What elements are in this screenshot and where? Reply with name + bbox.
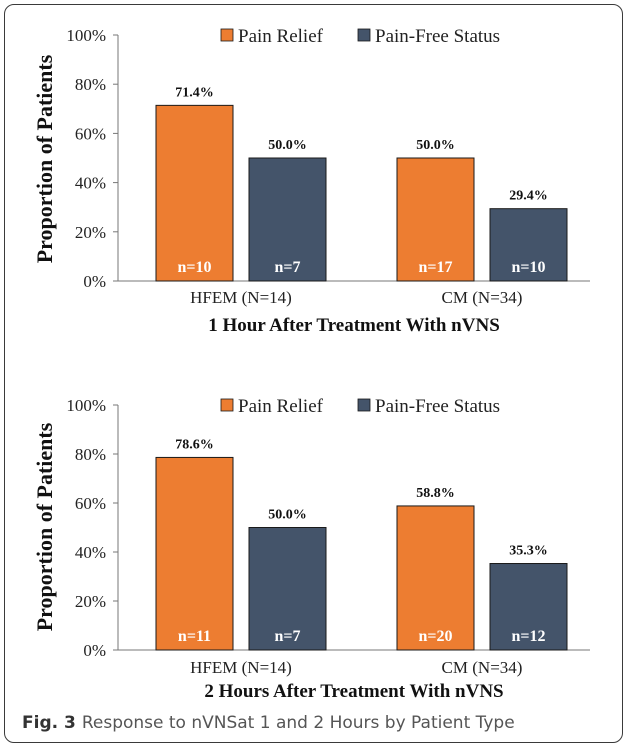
y-tick-label: 100% xyxy=(66,396,106,415)
y-tick-label: 100% xyxy=(66,26,106,45)
bar xyxy=(396,157,475,282)
legend-label: Pain Relief xyxy=(238,26,324,47)
bar-n-label: n=7 xyxy=(274,628,300,645)
x-axis-title: 1 Hour After Treatment With nVNS xyxy=(208,315,500,336)
y-tick-label: 20% xyxy=(75,592,106,611)
y-axis-title: Proportion of Patients xyxy=(32,422,57,631)
x-category-label: HFEM (N=14) xyxy=(190,288,292,307)
x-category-label: CM (N=34) xyxy=(442,288,523,307)
chart-panel-1: 0% 20% 40% 60% 80% 100% Proportion of Patients… xyxy=(32,26,590,336)
caption-label: Fig. 3 xyxy=(22,713,76,733)
bar-value-label: 50.0% xyxy=(268,508,307,523)
bar xyxy=(155,456,234,651)
bar-n-label: n=20 xyxy=(418,628,452,645)
y-tick-label: 40% xyxy=(75,174,106,193)
bar-value-label: 58.8% xyxy=(416,486,455,501)
legend-swatch xyxy=(220,28,234,42)
bar-n-label: n=7 xyxy=(274,259,300,276)
bar-value-label: 71.4% xyxy=(175,85,214,100)
y-axis-title: Proportion of Patients xyxy=(32,54,57,263)
bar-value-label: 78.6% xyxy=(175,437,214,452)
bar-n-label: n=17 xyxy=(418,259,452,276)
legend-label: Pain-Free Status xyxy=(375,396,500,417)
legend-label: Pain-Free Status xyxy=(375,26,500,47)
bar xyxy=(396,505,475,651)
bar-value-label: 50.0% xyxy=(416,138,455,153)
x-axis-title: 2 Hours After Treatment With nVNS xyxy=(204,681,503,702)
bar-value-label: 50.0% xyxy=(268,138,307,153)
bar-n-label: n=10 xyxy=(511,259,545,276)
bar xyxy=(248,157,327,282)
figure-caption: Fig. 3 Response to nVNSat 1 and 2 Hours b… xyxy=(22,713,612,733)
bar-n-label: n=10 xyxy=(177,259,211,276)
legend-swatch xyxy=(357,28,371,42)
bar-n-label: n=12 xyxy=(511,628,545,645)
y-tick-label: 0% xyxy=(83,272,106,291)
x-category-label: CM (N=34) xyxy=(442,658,523,677)
x-category-label: HFEM (N=14) xyxy=(190,658,292,677)
bar xyxy=(248,527,327,651)
bar-value-label: 35.3% xyxy=(509,544,548,559)
bar-value-label: 29.4% xyxy=(509,189,548,204)
y-tick-label: 80% xyxy=(75,75,106,94)
legend-swatch xyxy=(357,398,371,412)
legend-swatch xyxy=(220,398,234,412)
caption-text: Response to nVNSat 1 and 2 Hours by Pati… xyxy=(81,713,515,733)
y-tick-label: 60% xyxy=(75,494,106,513)
y-tick-label: 20% xyxy=(75,223,106,242)
bar-n-label: n=11 xyxy=(178,628,211,645)
legend-label: Pain Relief xyxy=(238,396,324,417)
bar xyxy=(155,104,234,282)
y-tick-label: 0% xyxy=(83,641,106,660)
y-tick-label: 60% xyxy=(75,124,106,143)
chart-panel-2: 0% 20% 40% 60% 80% 100% Proportion of Patients… xyxy=(32,396,590,702)
bar xyxy=(489,208,568,282)
y-tick-label: 80% xyxy=(75,445,106,464)
y-tick-label: 40% xyxy=(75,543,106,562)
bar xyxy=(489,563,568,651)
